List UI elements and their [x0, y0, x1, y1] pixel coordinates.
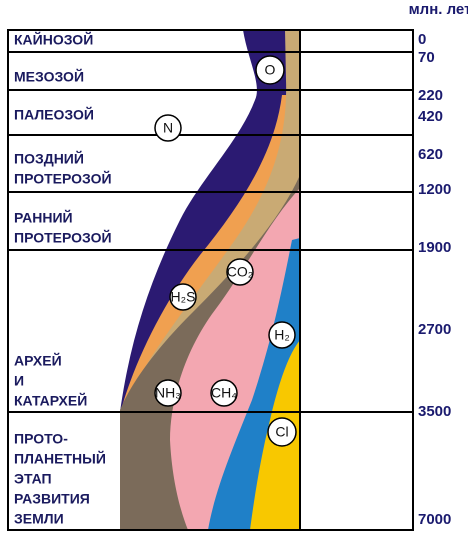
gas-label: CH₄: [211, 385, 237, 401]
gas-label: CO₂: [227, 264, 253, 280]
age-label: 1200: [418, 181, 451, 198]
gas-label: H₂: [274, 327, 290, 343]
age-label: 7000: [418, 511, 451, 528]
era-label: РАЗВИТИЯ: [14, 491, 90, 507]
gas-label: NH₃: [155, 385, 181, 401]
gas-circle: [255, 55, 285, 85]
gas-circle: [268, 321, 296, 349]
era-label: И: [14, 373, 24, 389]
era-label: КАТАРХЕЙ: [14, 392, 87, 409]
age-label: 420: [418, 108, 443, 125]
age-label: 2700: [418, 321, 451, 338]
age-label: 70: [418, 49, 435, 66]
age-label: 3500: [418, 403, 451, 420]
era-label: ЭТАП: [14, 471, 52, 487]
gas-label: Cl: [275, 424, 288, 440]
gas-circle: [154, 114, 182, 142]
era-label: РАННИЙ: [14, 209, 73, 226]
age-label: 1900: [418, 239, 451, 256]
gas-label: O: [265, 62, 276, 78]
era-label: ПЛАНЕТНЫЙ: [14, 450, 106, 467]
era-label: ЗЕМЛИ: [14, 511, 64, 527]
unit-label: млн. лет: [409, 1, 468, 18]
frame: [7, 29, 414, 531]
gas-label: N: [163, 120, 173, 136]
gas-circle: [154, 379, 182, 407]
gas-circle: [226, 258, 254, 286]
era-label: МЕЗОЗОЙ: [14, 68, 84, 85]
gas-circle: [169, 283, 197, 311]
era-label: ПРОТЕРОЗОЙ: [14, 170, 112, 187]
era-label: ПАЛЕОЗОЙ: [14, 106, 94, 123]
age-label: 620: [418, 146, 443, 163]
era-label: АРХЕЙ: [14, 352, 62, 369]
era-label: ПРОТЕРОЗОЙ: [14, 229, 112, 246]
era-label: ПРОТО-: [14, 431, 68, 447]
age-label: 0: [418, 31, 426, 48]
era-label: КАЙНОЗОЙ: [14, 31, 93, 48]
age-label: 220: [418, 87, 443, 104]
gas-label: H₂S: [171, 289, 196, 305]
gas-circle: [210, 379, 238, 407]
era-label: ПОЗДНИЙ: [14, 150, 84, 167]
gas-circle: [267, 417, 297, 447]
